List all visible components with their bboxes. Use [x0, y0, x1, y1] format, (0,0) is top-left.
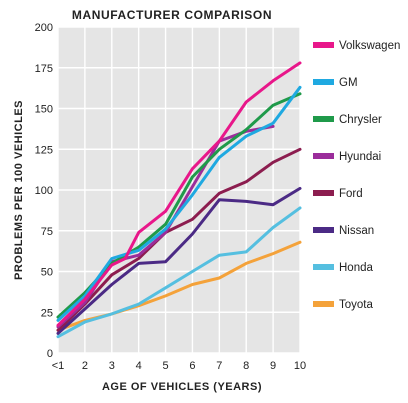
legend-label-ford: Ford — [339, 188, 363, 200]
y-tick-label: 125 — [35, 144, 53, 156]
series-line-volkswagen — [56, 61, 302, 327]
x-tick-label: 5 — [162, 360, 168, 372]
legend-label-hyundai: Hyundai — [339, 151, 381, 163]
legend-label-nissan: Nissan — [339, 225, 374, 237]
y-axis-ticks: 0 25 50 75 100 125 150 175 200 — [35, 22, 53, 360]
legend-swatch-honda — [313, 264, 334, 270]
y-tick-label: 150 — [35, 104, 53, 116]
series-line-gm — [56, 85, 302, 322]
legend-label-chrysler: Chrysler — [339, 114, 382, 126]
series-lines — [56, 61, 302, 339]
legend-swatch-volkswagen — [313, 42, 334, 48]
x-tick-label: 4 — [136, 360, 142, 372]
series-line-nissan — [56, 186, 302, 335]
x-axis-ticks: <1 2 3 4 5 6 7 8 9 10 — [52, 360, 306, 372]
legend: Volkswagen GM Chrysler Hyundai Ford Nissan Hon… — [313, 40, 400, 311]
legend-label-gm: GM — [339, 77, 358, 89]
legend-swatch-ford — [313, 190, 334, 196]
x-axis-label: AGE OF VEHICLES (YEARS) — [102, 381, 262, 393]
x-tick-label: 6 — [189, 360, 195, 372]
y-tick-label: 50 — [41, 267, 53, 279]
y-tick-label: 175 — [35, 63, 53, 75]
legend-label-toyota: Toyota — [339, 299, 373, 311]
x-tick-label: 3 — [109, 360, 115, 372]
legend-label-volkswagen: Volkswagen — [339, 40, 400, 52]
x-tick-label: 2 — [82, 360, 88, 372]
legend-swatch-gm — [313, 79, 334, 85]
legend-label-honda: Honda — [339, 262, 373, 274]
x-tick-label: 9 — [270, 360, 276, 372]
legend-swatch-hyundai — [313, 153, 334, 159]
y-axis-label: PROBLEMS PER 100 VEHICLES — [13, 100, 25, 280]
y-tick-label: 75 — [41, 226, 53, 238]
y-tick-label: 200 — [35, 22, 53, 34]
x-tick-label: 7 — [216, 360, 222, 372]
x-tick-label: <1 — [52, 360, 65, 372]
chart-title: MANUFACTURER COMPARISON — [72, 8, 272, 22]
y-tick-label: 0 — [47, 348, 53, 360]
legend-swatch-nissan — [313, 227, 334, 233]
y-tick-label: 25 — [41, 307, 53, 319]
y-tick-label: 100 — [35, 185, 53, 197]
legend-swatch-chrysler — [313, 116, 334, 122]
series-line-ford — [56, 147, 302, 332]
series-line-honda — [56, 206, 302, 339]
x-tick-label: 10 — [294, 360, 306, 372]
x-tick-label: 8 — [243, 360, 249, 372]
legend-swatch-toyota — [313, 301, 334, 307]
